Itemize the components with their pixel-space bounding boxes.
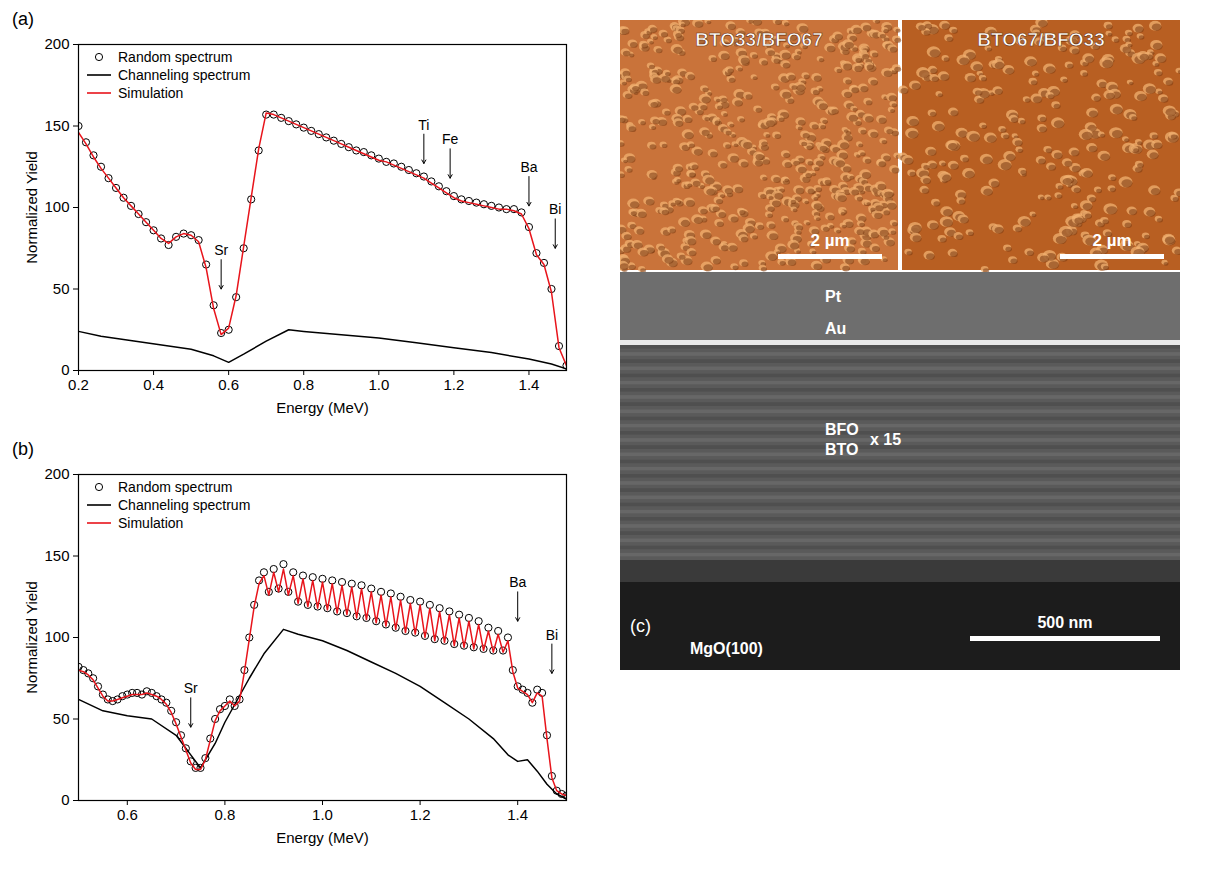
svg-text:1.0: 1.0 <box>368 376 389 393</box>
svg-text:100: 100 <box>44 628 69 645</box>
svg-text:Normalized Yield: Normalized Yield <box>23 581 40 694</box>
svg-text:200: 200 <box>44 35 69 52</box>
svg-text:Energy (MeV): Energy (MeV) <box>276 399 369 416</box>
html-text:(b): (b) <box>12 439 34 459</box>
svg-text:50: 50 <box>53 280 70 297</box>
svg-text:50: 50 <box>53 710 70 727</box>
svg-text:0: 0 <box>61 791 69 808</box>
svg-text:150: 150 <box>44 117 69 134</box>
svg-text:MgO(100): MgO(100) <box>690 640 763 657</box>
svg-text:Au: Au <box>825 320 846 337</box>
svg-text:0.2: 0.2 <box>68 376 89 393</box>
svg-text:BTO: BTO <box>825 441 858 458</box>
html-text:Simulation: Simulation <box>118 515 184 531</box>
svg-text:Bi: Bi <box>546 627 558 643</box>
svg-text:Ba: Ba <box>509 574 526 590</box>
svg-text:BTO67/BFO33: BTO67/BFO33 <box>977 29 1104 50</box>
svg-text:0: 0 <box>61 361 70 379</box>
svg-text:150: 150 <box>44 547 69 564</box>
svg-text:0.8: 0.8 <box>293 376 314 393</box>
svg-text:x 15: x 15 <box>870 431 901 448</box>
svg-text:Bi: Bi <box>549 201 561 217</box>
svg-text:Fe: Fe <box>442 131 459 147</box>
svg-text:Normalized Yield: Normalized Yield <box>23 151 40 264</box>
html-text:(a): (a) <box>12 9 34 29</box>
svg-text:0.8: 0.8 <box>214 806 235 823</box>
svg-text:2 µm: 2 µm <box>1092 231 1131 250</box>
svg-text:Sr: Sr <box>184 680 198 696</box>
svg-text:1.0: 1.0 <box>312 806 333 823</box>
svg-text:Energy (MeV): Energy (MeV) <box>276 829 369 846</box>
svg-text:500 nm: 500 nm <box>1037 614 1092 631</box>
html-text:Channeling spectrum: Channeling spectrum <box>118 497 251 513</box>
svg-text:(c): (c) <box>630 616 651 636</box>
svg-text:1.4: 1.4 <box>507 806 528 823</box>
svg-text:100: 100 <box>44 198 69 215</box>
html-text:Random spectrum: Random spectrum <box>118 49 233 65</box>
svg-text:1.4: 1.4 <box>519 376 540 393</box>
svg-text:Ba: Ba <box>520 159 537 175</box>
svg-text:0.6: 0.6 <box>117 806 138 823</box>
svg-text:BFO: BFO <box>825 421 859 438</box>
svg-text:200: 200 <box>44 465 69 482</box>
html-text:Random spectrum: Random spectrum <box>118 479 233 495</box>
svg-text:0.6: 0.6 <box>218 376 239 393</box>
svg-text:Ti: Ti <box>418 117 429 133</box>
html-text:Channeling spectrum: Channeling spectrum <box>118 67 251 83</box>
html-text:Simulation: Simulation <box>118 85 184 101</box>
svg-text:1.2: 1.2 <box>443 376 464 393</box>
svg-text:BTO33/BFO67: BTO33/BFO67 <box>695 29 822 50</box>
svg-text:0.4: 0.4 <box>143 376 164 393</box>
svg-text:Sr: Sr <box>214 242 228 258</box>
svg-text:1.2: 1.2 <box>410 806 431 823</box>
svg-text:Pt: Pt <box>825 288 842 305</box>
svg-text:2 µm: 2 µm <box>810 231 849 250</box>
